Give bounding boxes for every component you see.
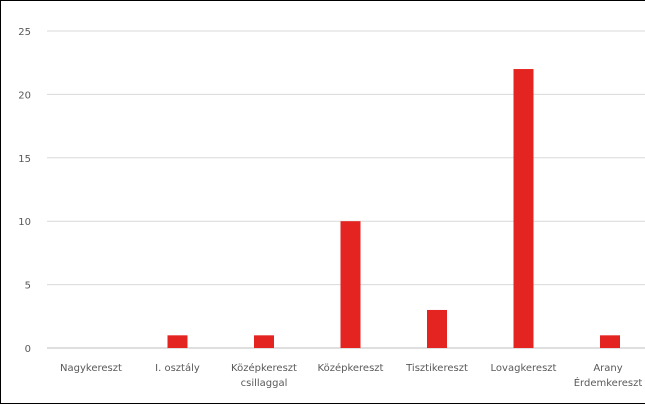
x-category-labels: Nagykereszt I. osztály Középkereszt csillag…: [60, 362, 642, 389]
x-category-label: Nagykereszt: [60, 363, 122, 374]
y-tick-label: 10: [18, 217, 31, 228]
y-tick-label: 15: [18, 154, 31, 165]
y-tick-label: 0: [25, 344, 31, 355]
bar: [427, 309, 447, 348]
x-category-label: Lovagkereszt: [491, 363, 557, 374]
bar: [513, 69, 534, 348]
y-tick-label: 25: [18, 27, 31, 38]
bars: [167, 69, 620, 348]
x-category-label: Középkereszt: [318, 362, 384, 374]
bar: [254, 335, 274, 348]
x-category-label: Arany Érdemkereszt: [574, 363, 643, 389]
bar: [340, 221, 361, 348]
bar: [167, 335, 188, 348]
x-category-label: Középkereszt csillaggal: [231, 362, 297, 389]
x-category-label: Tisztikereszt: [405, 363, 468, 374]
x-category-label: I. osztály: [155, 362, 200, 374]
y-tick-labels: 0 5 10 15 20 25: [18, 27, 31, 355]
bar: [600, 335, 620, 348]
y-tick-label: 20: [18, 90, 31, 101]
y-tick-label: 5: [25, 281, 31, 292]
